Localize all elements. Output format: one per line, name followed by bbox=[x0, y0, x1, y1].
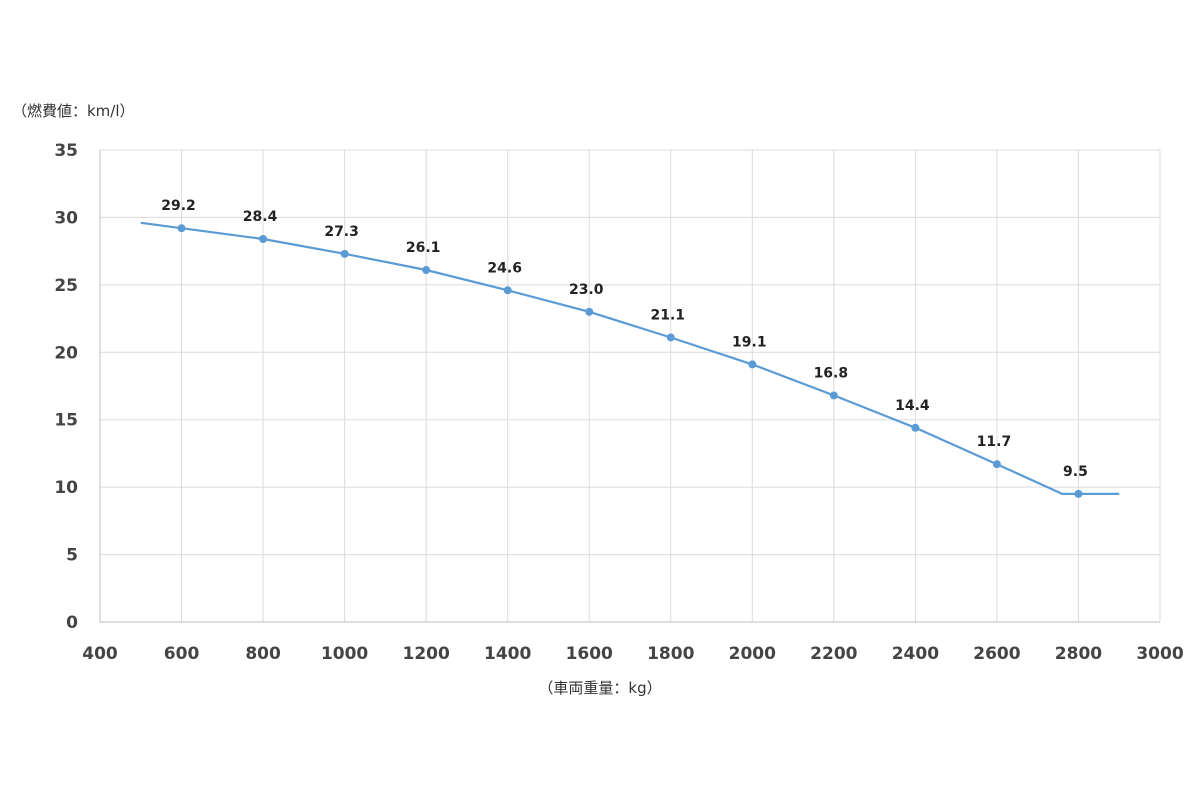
y-tick-label: 15 bbox=[54, 411, 78, 431]
x-tick-labels: 400 600 800 1000 1200 1400 1600 1800 2000 2200 240… bbox=[82, 644, 1184, 664]
x-tick-label: 1400 bbox=[484, 644, 531, 664]
data-label: 16.8 bbox=[814, 365, 849, 381]
data-point bbox=[1074, 489, 1083, 498]
data-label: 28.4 bbox=[243, 209, 278, 225]
x-tick-label: 2000 bbox=[729, 644, 776, 664]
x-tick-label: 1800 bbox=[647, 644, 694, 664]
x-tick-label: 400 bbox=[82, 644, 118, 664]
data-label: 21.1 bbox=[650, 307, 685, 323]
x-tick-label: 800 bbox=[245, 644, 281, 664]
data-labels: 29.2 28.4 27.3 26.1 24.6 23.0 21.1 19.1 16.8 14.4… bbox=[161, 198, 1088, 480]
x-tick-label: 1600 bbox=[566, 644, 613, 664]
data-label: 14.4 bbox=[895, 398, 930, 414]
axes bbox=[99, 150, 1160, 623]
data-point bbox=[829, 391, 838, 400]
data-label: 23.0 bbox=[569, 282, 604, 298]
x-tick-label: 2400 bbox=[892, 644, 939, 664]
y-tick-label: 25 bbox=[54, 276, 78, 296]
y-axis-title: （燃費値：km/l） bbox=[12, 102, 135, 120]
data-point bbox=[911, 423, 920, 432]
series-line bbox=[140, 221, 1120, 495]
x-tick-label: 1200 bbox=[402, 644, 449, 664]
x-tick-label: 2800 bbox=[1055, 644, 1102, 664]
data-point bbox=[992, 460, 1001, 469]
x-axis-title: （車両重量：kg） bbox=[538, 679, 662, 697]
y-tick-label: 0 bbox=[66, 613, 78, 633]
y-tick-labels: 0 5 10 15 20 25 30 35 bbox=[54, 141, 78, 633]
y-tick-label: 10 bbox=[54, 478, 78, 498]
data-label: 24.6 bbox=[487, 260, 522, 276]
data-label: 19.1 bbox=[732, 334, 767, 350]
data-point bbox=[340, 249, 349, 258]
data-point bbox=[422, 266, 431, 275]
y-tick-label: 5 bbox=[66, 546, 78, 566]
x-tick-label: 1000 bbox=[321, 644, 368, 664]
data-label: 26.1 bbox=[406, 240, 441, 256]
y-tick-label: 30 bbox=[54, 208, 78, 228]
x-tick-label: 3000 bbox=[1136, 644, 1183, 664]
x-tick-label: 2600 bbox=[973, 644, 1020, 664]
series-fuel-efficiency bbox=[140, 221, 1120, 498]
data-label: 9.5 bbox=[1063, 464, 1088, 480]
data-point bbox=[666, 333, 675, 342]
data-label: 11.7 bbox=[977, 434, 1012, 450]
data-label: 29.2 bbox=[161, 198, 196, 214]
y-tick-label: 35 bbox=[54, 141, 78, 161]
y-tick-label: 20 bbox=[54, 343, 78, 363]
data-point bbox=[585, 307, 594, 316]
grid-lines bbox=[100, 149, 1161, 622]
data-point bbox=[177, 224, 186, 233]
data-point bbox=[259, 235, 268, 244]
x-tick-label: 2200 bbox=[810, 644, 857, 664]
data-point bbox=[748, 360, 757, 369]
data-point bbox=[503, 286, 512, 295]
x-tick-label: 600 bbox=[164, 644, 200, 664]
data-label: 27.3 bbox=[324, 224, 359, 240]
